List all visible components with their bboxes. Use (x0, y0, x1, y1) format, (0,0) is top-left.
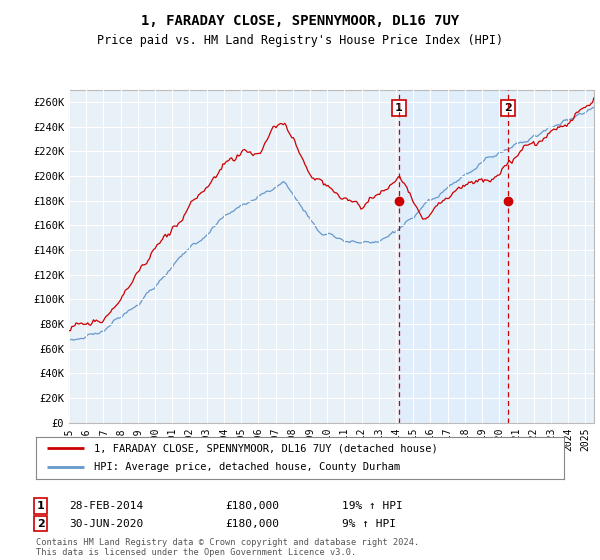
Text: 1, FARADAY CLOSE, SPENNYMOOR, DL16 7UY: 1, FARADAY CLOSE, SPENNYMOOR, DL16 7UY (141, 14, 459, 28)
Text: 2: 2 (504, 103, 512, 113)
Text: 1: 1 (37, 501, 44, 511)
Text: 19% ↑ HPI: 19% ↑ HPI (342, 501, 403, 511)
Text: 1: 1 (395, 103, 403, 113)
Text: 28-FEB-2014: 28-FEB-2014 (69, 501, 143, 511)
Bar (399, 90, 508, 423)
Text: HPI: Average price, detached house, County Durham: HPI: Average price, detached house, Coun… (94, 463, 400, 473)
Text: 30-JUN-2020: 30-JUN-2020 (69, 519, 143, 529)
Text: £180,000: £180,000 (225, 501, 279, 511)
Text: £180,000: £180,000 (225, 519, 279, 529)
Text: 1, FARADAY CLOSE, SPENNYMOOR, DL16 7UY (detached house): 1, FARADAY CLOSE, SPENNYMOOR, DL16 7UY (… (94, 443, 438, 453)
Text: 2: 2 (37, 519, 44, 529)
Text: Contains HM Land Registry data © Crown copyright and database right 2024.
This d: Contains HM Land Registry data © Crown c… (36, 538, 419, 557)
Text: Price paid vs. HM Land Registry's House Price Index (HPI): Price paid vs. HM Land Registry's House … (97, 34, 503, 46)
Text: 9% ↑ HPI: 9% ↑ HPI (342, 519, 396, 529)
